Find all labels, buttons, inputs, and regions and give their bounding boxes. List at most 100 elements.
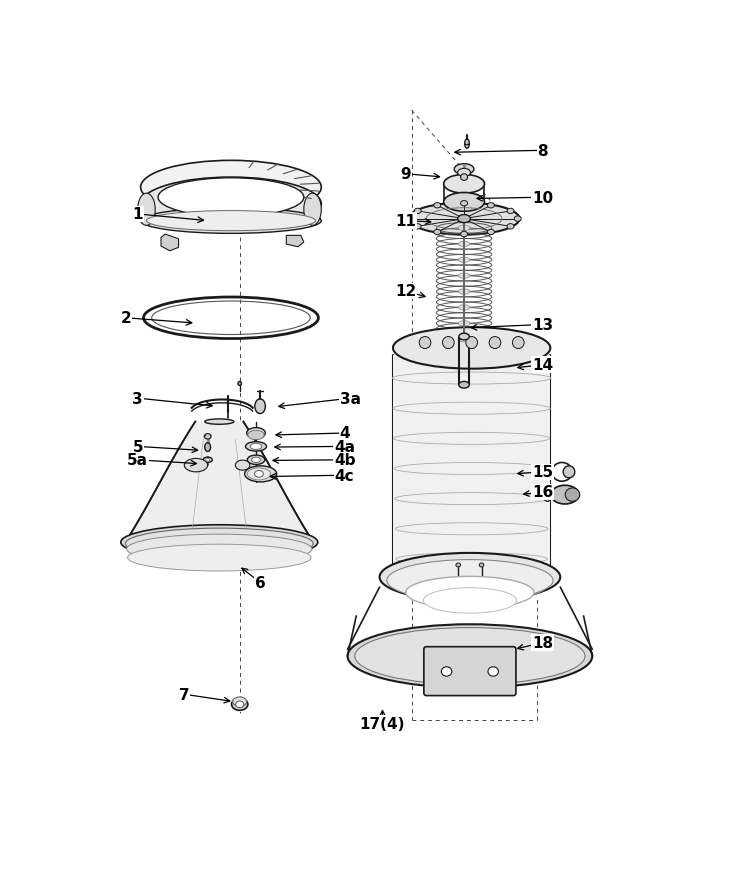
Ellipse shape	[238, 382, 241, 386]
Ellipse shape	[566, 488, 580, 501]
Ellipse shape	[141, 178, 321, 231]
Ellipse shape	[232, 699, 248, 711]
Ellipse shape	[488, 667, 499, 676]
Ellipse shape	[205, 443, 211, 452]
Ellipse shape	[304, 194, 321, 226]
Ellipse shape	[423, 588, 517, 614]
Text: 2: 2	[120, 311, 132, 326]
Ellipse shape	[563, 467, 575, 478]
Ellipse shape	[407, 216, 414, 222]
Ellipse shape	[458, 289, 470, 295]
Ellipse shape	[458, 337, 470, 342]
Ellipse shape	[465, 140, 469, 149]
Ellipse shape	[203, 458, 212, 463]
Ellipse shape	[459, 334, 469, 341]
Polygon shape	[123, 422, 316, 546]
Ellipse shape	[465, 337, 478, 349]
Ellipse shape	[459, 382, 469, 388]
Ellipse shape	[543, 466, 552, 479]
Ellipse shape	[138, 194, 155, 226]
Text: 13: 13	[532, 317, 553, 333]
Ellipse shape	[460, 175, 468, 182]
Text: 18: 18	[532, 635, 553, 650]
Ellipse shape	[409, 203, 520, 235]
Ellipse shape	[255, 400, 265, 415]
Ellipse shape	[184, 459, 208, 472]
Ellipse shape	[393, 559, 550, 600]
Ellipse shape	[141, 161, 321, 215]
Text: 4: 4	[339, 426, 350, 441]
Ellipse shape	[393, 328, 550, 369]
Ellipse shape	[434, 203, 441, 209]
Text: 4b: 4b	[334, 453, 356, 468]
Ellipse shape	[248, 431, 264, 441]
Ellipse shape	[458, 242, 470, 247]
Text: 16: 16	[532, 485, 553, 500]
Ellipse shape	[128, 545, 311, 571]
Ellipse shape	[205, 459, 210, 461]
Ellipse shape	[444, 176, 484, 194]
Ellipse shape	[387, 560, 553, 601]
Ellipse shape	[141, 209, 321, 234]
Ellipse shape	[244, 467, 277, 482]
Text: 5a: 5a	[127, 453, 148, 468]
Text: 14: 14	[532, 358, 553, 373]
Text: 4a: 4a	[334, 440, 355, 454]
Ellipse shape	[355, 628, 585, 685]
Text: 6: 6	[255, 575, 265, 590]
Ellipse shape	[458, 305, 470, 311]
Ellipse shape	[551, 486, 579, 504]
Ellipse shape	[487, 230, 494, 235]
Text: 10: 10	[532, 190, 553, 205]
Ellipse shape	[507, 224, 514, 229]
Ellipse shape	[507, 209, 514, 215]
Ellipse shape	[456, 563, 460, 567]
Ellipse shape	[126, 534, 312, 564]
Ellipse shape	[396, 567, 547, 603]
Ellipse shape	[543, 488, 552, 501]
Ellipse shape	[458, 322, 470, 327]
Ellipse shape	[347, 625, 593, 688]
Text: 12: 12	[395, 284, 417, 299]
Ellipse shape	[441, 667, 452, 676]
Polygon shape	[393, 355, 550, 580]
Ellipse shape	[121, 525, 318, 560]
Ellipse shape	[250, 444, 262, 450]
Ellipse shape	[414, 224, 421, 229]
Text: 5: 5	[132, 440, 143, 454]
Ellipse shape	[252, 458, 260, 463]
Text: 3a: 3a	[340, 391, 361, 406]
Ellipse shape	[512, 337, 524, 349]
Text: 4c: 4c	[335, 468, 354, 483]
Text: 1: 1	[132, 207, 143, 222]
Ellipse shape	[245, 442, 266, 452]
Ellipse shape	[458, 216, 471, 223]
Ellipse shape	[158, 178, 304, 217]
Text: 11: 11	[396, 214, 417, 229]
Ellipse shape	[126, 528, 313, 560]
Ellipse shape	[414, 209, 421, 215]
Ellipse shape	[247, 428, 265, 439]
Ellipse shape	[147, 211, 316, 231]
Polygon shape	[161, 235, 178, 251]
Ellipse shape	[458, 169, 471, 177]
Ellipse shape	[255, 471, 263, 478]
Ellipse shape	[514, 216, 521, 222]
Ellipse shape	[460, 202, 468, 207]
FancyBboxPatch shape	[424, 647, 516, 696]
Text: 7: 7	[179, 687, 190, 702]
Ellipse shape	[460, 232, 468, 237]
Ellipse shape	[247, 468, 271, 481]
Ellipse shape	[489, 337, 501, 349]
Ellipse shape	[204, 434, 211, 440]
Ellipse shape	[235, 701, 244, 708]
Ellipse shape	[406, 577, 534, 609]
Ellipse shape	[454, 164, 474, 176]
Text: 3: 3	[132, 391, 143, 406]
Text: 17(4): 17(4)	[359, 716, 405, 731]
Text: 8: 8	[538, 143, 548, 159]
Polygon shape	[287, 236, 304, 248]
Ellipse shape	[247, 455, 265, 465]
Ellipse shape	[235, 461, 250, 471]
Ellipse shape	[552, 463, 572, 481]
